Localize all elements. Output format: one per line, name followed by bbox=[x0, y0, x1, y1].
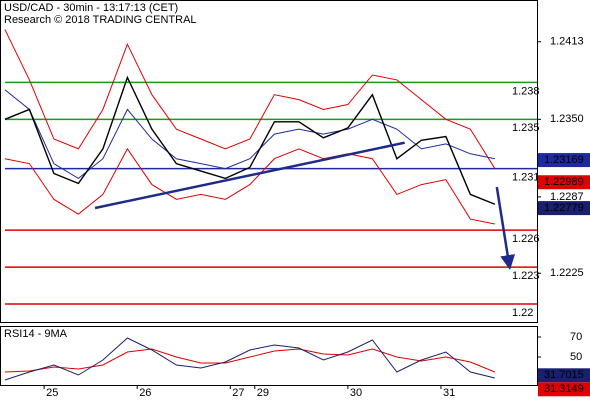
trendline bbox=[94, 141, 405, 210]
price-box bbox=[538, 382, 590, 397]
chart-subtitle: Research © 2018 TRADING CENTRAL bbox=[4, 14, 197, 26]
x-tick-label: 25 bbox=[46, 387, 58, 399]
price-box-label: 1.22989 bbox=[544, 176, 584, 188]
rsi-tick-label: 70 bbox=[570, 331, 582, 343]
chart-title: USD/CAD - 30min - 13:17:13 (CET) bbox=[4, 2, 178, 14]
y-tick-label: 1.2225 bbox=[550, 267, 584, 279]
level-label: 1.226 bbox=[512, 233, 540, 245]
price-box-label: 31.7015 bbox=[544, 369, 584, 381]
y-tick-label: 1.2350 bbox=[550, 113, 584, 125]
price-box bbox=[538, 201, 590, 216]
price-panel bbox=[0, 0, 538, 323]
price-box bbox=[538, 368, 590, 383]
x-tick-label: 30 bbox=[350, 387, 362, 399]
y-tick-label: 1.2413 bbox=[550, 36, 584, 48]
price-box-label: 1.22779 bbox=[544, 202, 584, 214]
x-tick-label: 27 bbox=[232, 387, 244, 399]
series-line bbox=[4, 89, 495, 180]
price-box bbox=[538, 153, 590, 168]
level-label: 1.223 bbox=[512, 270, 540, 282]
price-box-label: 31.3149 bbox=[544, 383, 584, 395]
level-label: 1.235 bbox=[512, 122, 540, 134]
trendline bbox=[495, 186, 516, 271]
rsi-tick-label: 50 bbox=[570, 351, 582, 363]
x-tick-label: 31 bbox=[443, 387, 455, 399]
y-tick-label: 1.2287 bbox=[550, 191, 584, 203]
rsi-label: RSI14 - 9MA bbox=[4, 328, 68, 340]
level-label: 1.22 bbox=[512, 307, 533, 319]
price-box-label: 1.23169 bbox=[544, 154, 584, 166]
level-label: 1.231 bbox=[512, 171, 540, 183]
x-tick-label: 26 bbox=[139, 387, 151, 399]
price-box bbox=[538, 175, 590, 190]
series-line bbox=[4, 29, 496, 169]
series-line bbox=[4, 147, 495, 225]
x-tick-label: 29 bbox=[257, 387, 269, 399]
rsi-line bbox=[4, 348, 496, 373]
series-line bbox=[4, 75, 496, 205]
level-label: 1.238 bbox=[512, 85, 540, 97]
rsi-panel bbox=[0, 326, 538, 386]
rsi-line bbox=[4, 337, 495, 381]
